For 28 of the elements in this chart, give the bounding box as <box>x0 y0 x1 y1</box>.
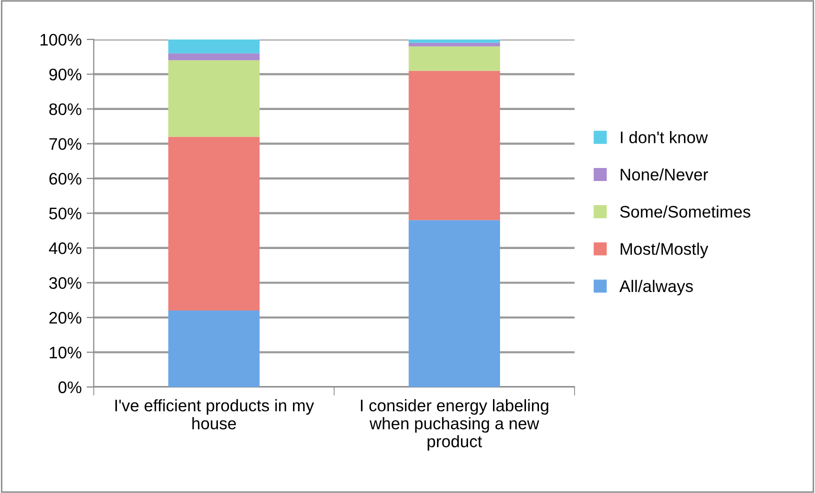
y-tick-label: 90% <box>49 68 82 80</box>
x-tick-label: I consider energy labeling when puchasing a new product <box>360 399 548 451</box>
y-tick-label: 60% <box>49 172 82 185</box>
legend-label: Some/Sometimes <box>620 205 750 218</box>
y-tick-label: 40% <box>48 242 82 254</box>
bar <box>408 70 500 220</box>
legend-label: I don't know <box>620 131 708 144</box>
bar <box>168 310 260 388</box>
x-tick-label: I've efficient products in my house <box>115 399 314 430</box>
y-tick-label: 30% <box>49 277 82 289</box>
y-tick-label: 80% <box>49 103 82 116</box>
bar <box>168 136 260 311</box>
bar <box>168 39 260 54</box>
bar <box>408 220 500 388</box>
legend-label: Most/Mostly <box>620 242 708 258</box>
bar <box>408 46 500 71</box>
y-tick-label: 0% <box>58 381 82 394</box>
y-tick-label: 70% <box>49 138 82 150</box>
y-tick-label: 50% <box>49 208 82 220</box>
bar <box>408 39 500 43</box>
legend-label: None/Never <box>620 168 708 180</box>
bar <box>408 42 500 46</box>
y-tick-label: 100% <box>40 34 82 46</box>
bar <box>168 53 260 60</box>
legend-label: All/always <box>619 280 693 296</box>
y-tick-label: 20% <box>49 312 82 324</box>
y-tick-label: 10% <box>50 346 82 358</box>
bar <box>168 60 260 137</box>
